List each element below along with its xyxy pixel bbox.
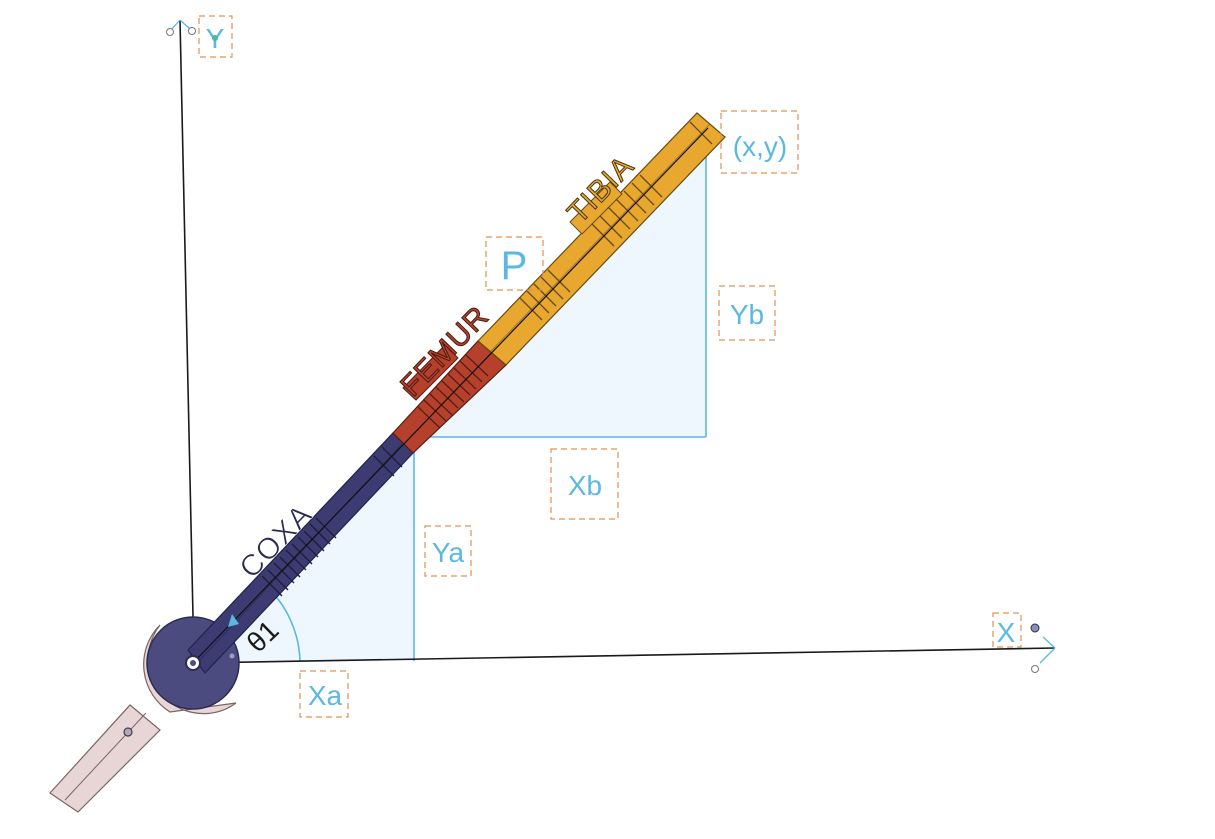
base-pin-icon: [123, 727, 133, 737]
end-point-label: (x,y): [733, 131, 787, 162]
x-axis-label: X: [997, 617, 1016, 648]
joint-dot-icon: [229, 653, 235, 659]
y-axis-arrow: [170, 19, 191, 31]
y-axis-handle-right[interactable]: [188, 27, 196, 35]
xb-label: Xb: [568, 470, 602, 501]
y-axis-label-box: [198, 15, 233, 58]
x-axis-handle-top[interactable]: [1030, 623, 1040, 633]
x-axis-label-box: [992, 612, 1022, 648]
coxa-pivot-center: [190, 660, 196, 666]
ya-label-box: [424, 525, 472, 577]
x-axis-arrow: [1039, 636, 1056, 664]
yb-label: Yb: [730, 299, 764, 330]
yb-label-box: [718, 285, 776, 341]
p-label-box: [485, 236, 544, 291]
axes: [179, 19, 1056, 664]
leg-centerline: [192, 127, 709, 664]
x-axis-line: [193, 647, 1056, 664]
xb-label-box: [550, 448, 619, 520]
xa-label: Xa: [308, 680, 343, 711]
y-axis-origin-icon: [212, 35, 218, 41]
xa-label-box: [299, 670, 349, 718]
theta-direction-arrow: [228, 614, 239, 627]
y-axis-handle-left[interactable]: [166, 28, 174, 36]
coxa-servo-base: [49, 624, 237, 813]
p-label: P: [501, 244, 528, 288]
ya-label: Ya: [432, 537, 465, 568]
x-axis-handle-bottom[interactable]: [1031, 665, 1039, 673]
y-axis-line: [179, 19, 195, 663]
